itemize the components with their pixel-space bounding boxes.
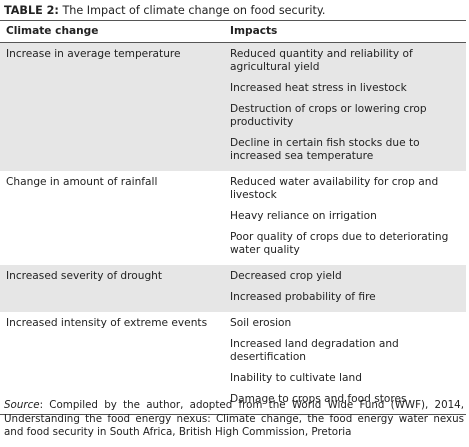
caption-text: The Impact of climate change on food sec… — [62, 4, 326, 17]
source-text: : Compiled by the author, adopted from t… — [4, 399, 464, 438]
impact: Decline in certain fish stocks due to in… — [230, 137, 420, 162]
impact: Soil erosion — [230, 317, 292, 329]
source-label: Source — [4, 399, 40, 411]
impact: Damage to crops and food stores — [230, 393, 407, 405]
climate-change-cell: Increased intensity of extreme events — [0, 315, 230, 412]
caption-label: TABLE 2: — [4, 4, 59, 17]
impacts-cell: Reduced water availability for crop and … — [230, 174, 466, 263]
climate-change: Increased intensity of extreme events — [6, 317, 208, 329]
climate-change: Increase in average temperature — [6, 48, 181, 60]
header-row: Climate change Impacts — [0, 21, 466, 43]
table-row: Increase in average temperature Reduced q… — [0, 43, 466, 171]
impact: Increased heat stress in livestock — [230, 82, 407, 94]
impact: Destruction of crops or lowering crop pr… — [230, 103, 427, 128]
impact: Heavy reliance on irrigation — [230, 210, 377, 222]
table-caption: TABLE 2: The Impact of climate change on… — [4, 4, 466, 17]
impact: Increased probability of fire — [230, 291, 376, 303]
header-cell: Climate change — [6, 25, 99, 37]
impact: Reduced water availability for crop and … — [230, 176, 439, 201]
climate-change: Increased severity of drought — [6, 270, 163, 282]
table: Climate change Impacts Increase in avera… — [0, 20, 466, 415]
impact: Increased land degradation and desertifi… — [230, 338, 399, 363]
source-note: Source: Compiled by the author, adopted … — [4, 399, 464, 440]
impacts-cell: Reduced quantity and reliability of agri… — [230, 46, 466, 169]
table-row: Increased intensity of extreme events Soi… — [0, 312, 466, 414]
climate-change-cell: Change in amount of rainfall — [0, 174, 230, 263]
climate-change-cell: Increased severity of drought — [0, 268, 230, 310]
table-row: Increased severity of drought Decreased c… — [0, 265, 466, 312]
impact: Reduced quantity and reliability of agri… — [230, 48, 413, 73]
impact: Poor quality of crops due to deteriorati… — [230, 231, 449, 256]
impacts-cell: Soil erosion Increased land degradation a… — [230, 315, 466, 412]
header-cell: Impacts — [230, 25, 278, 37]
climate-change-cell: Increase in average temperature — [0, 46, 230, 169]
impacts-cell: Decreased crop yield Increased probabilit… — [230, 268, 466, 310]
impact: Decreased crop yield — [230, 270, 342, 282]
climate-change: Change in amount of rainfall — [6, 176, 158, 188]
table-row: Change in amount of rainfall Reduced wate… — [0, 171, 466, 265]
impact: Inability to cultivate land — [230, 372, 362, 384]
